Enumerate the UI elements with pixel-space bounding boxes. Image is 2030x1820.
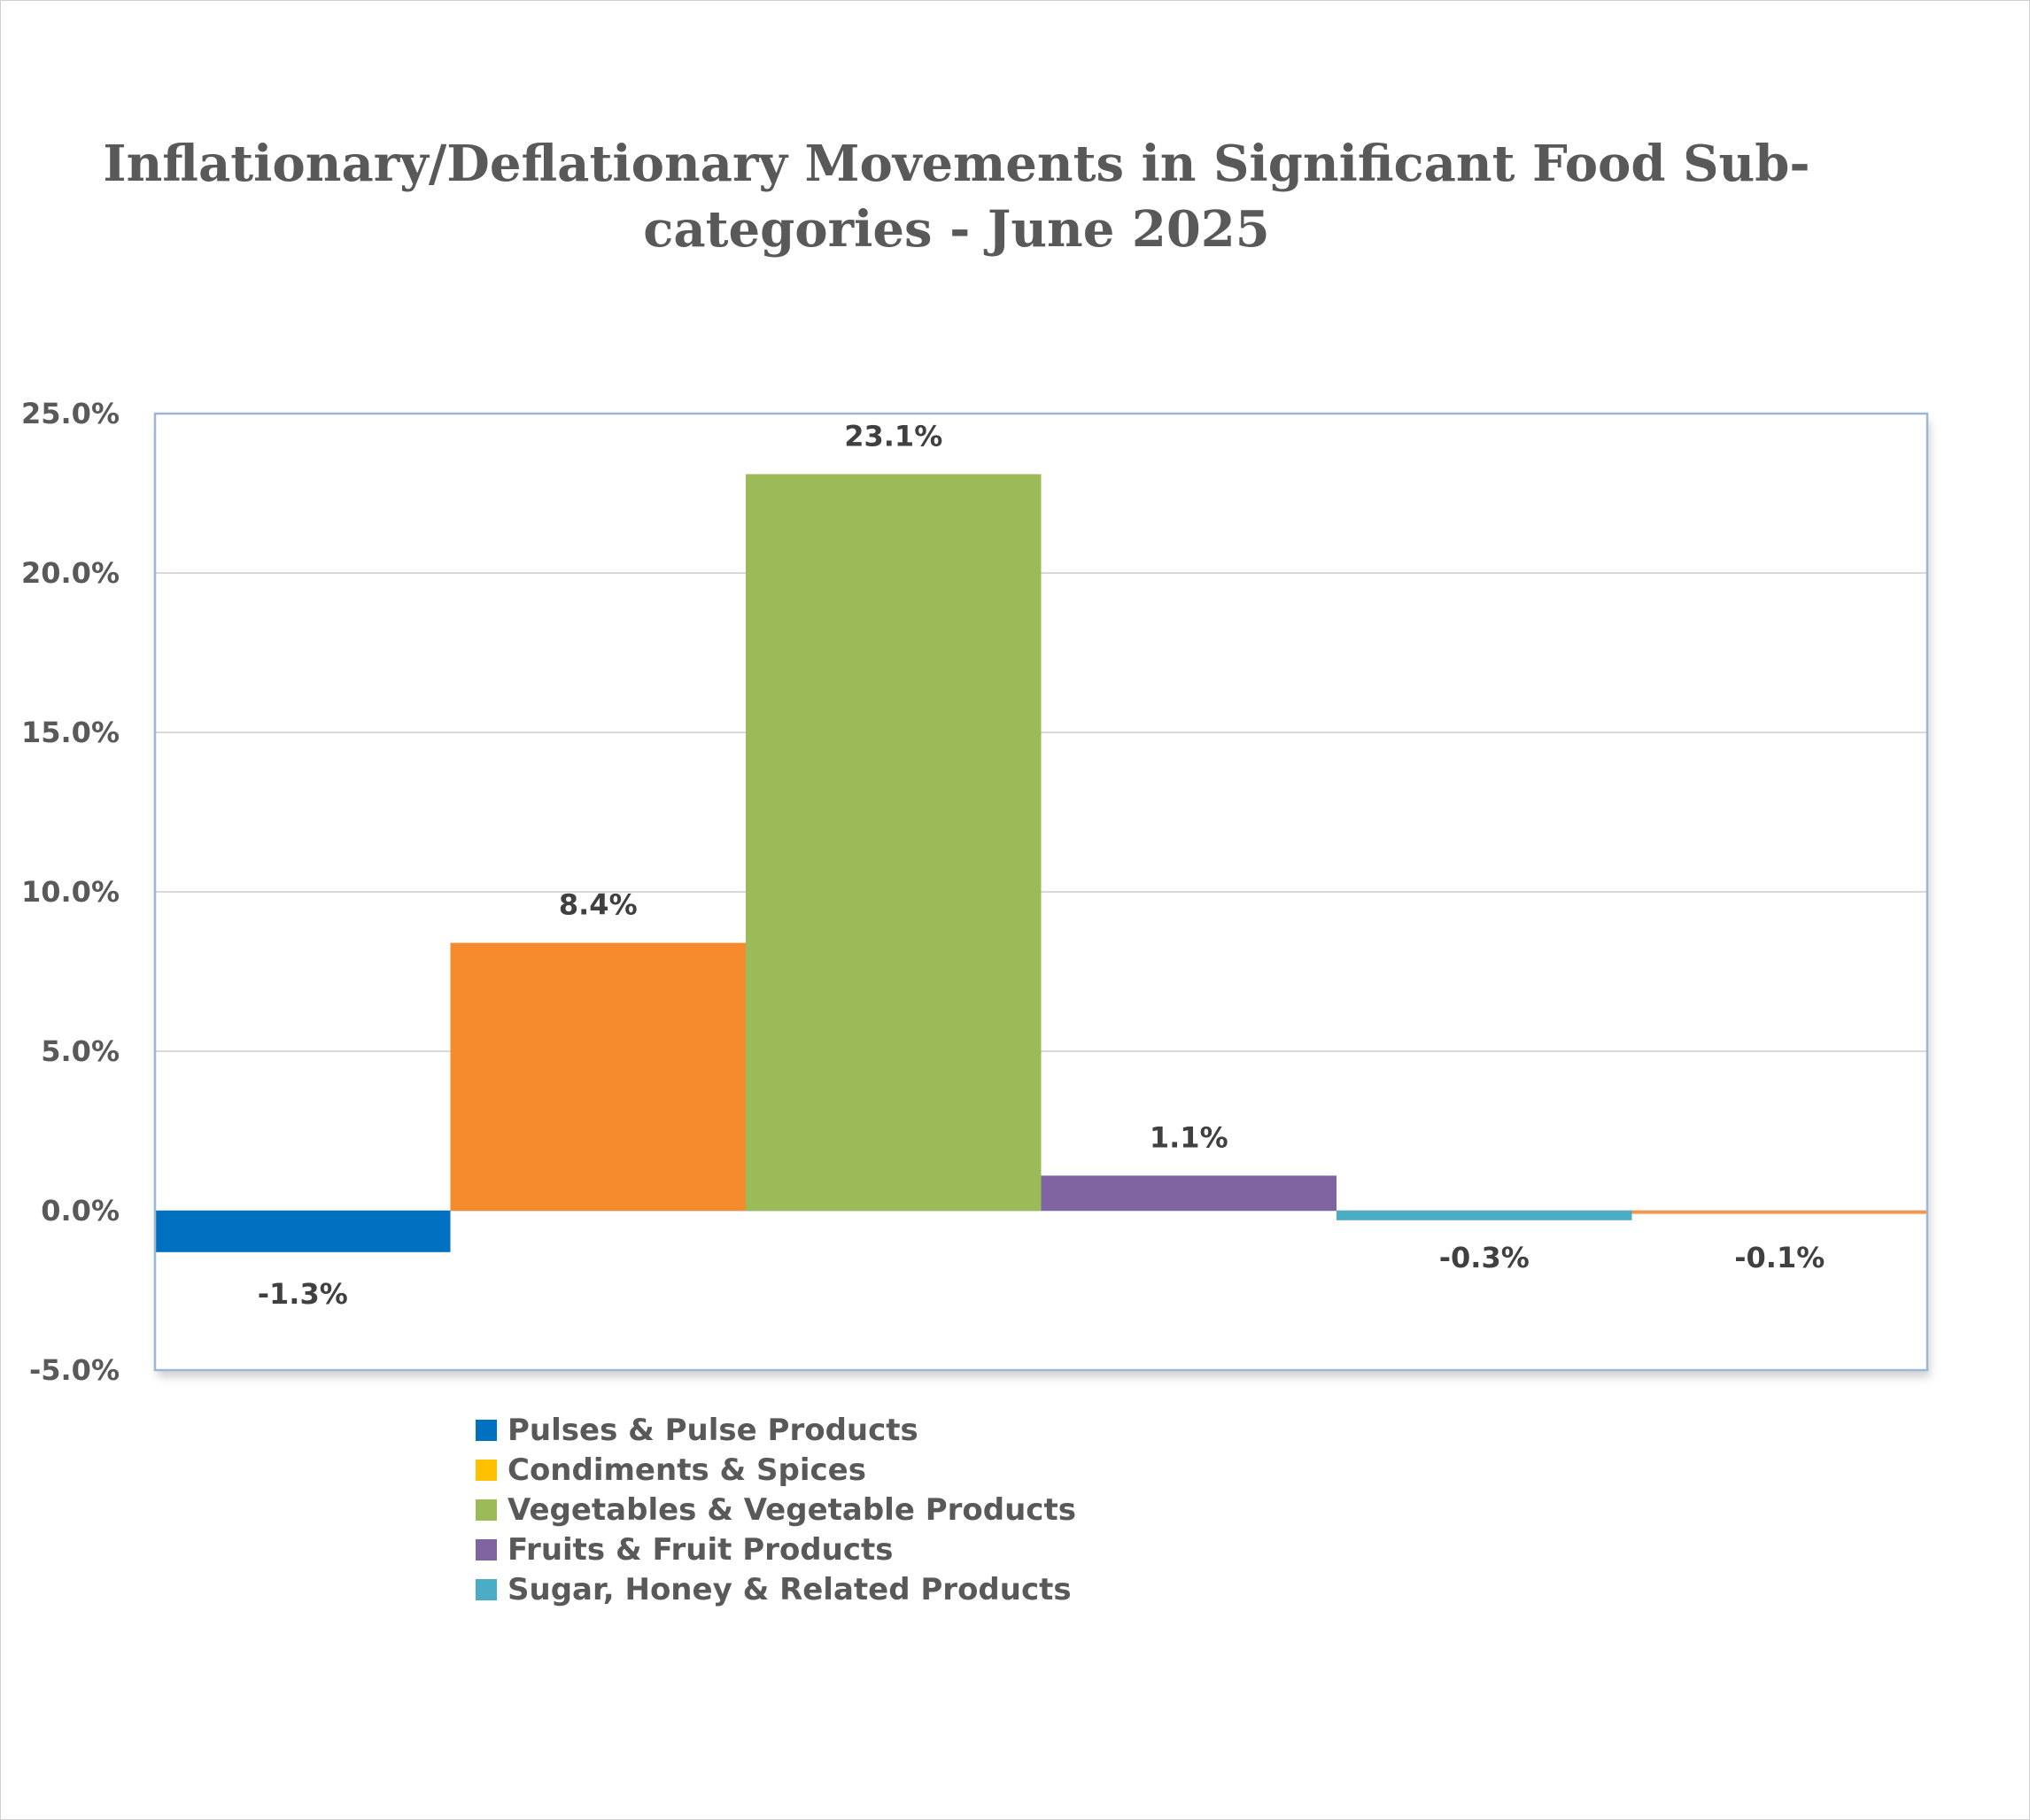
y-tick-label: 25.0%: [21, 397, 120, 430]
bar: [1631, 1211, 1927, 1214]
bar: [155, 1211, 451, 1252]
legend-swatch: [476, 1578, 497, 1600]
legend-item: Fruits & Fruit Products: [476, 1530, 1076, 1569]
legend-label: Vegetables & Vegetable Products: [508, 1491, 1076, 1528]
legend-label: Condiments & Spices: [508, 1452, 866, 1488]
y-tick-label: 20.0%: [21, 556, 120, 590]
legend-item: Condiments & Spices: [476, 1450, 1076, 1490]
legend-item: Pulses & Pulse Products: [476, 1410, 1076, 1450]
legend-label: Pulses & Pulse Products: [508, 1412, 918, 1448]
y-axis: 25.0% 20.0% 15.0% 10.0% 5.0% 0.0% -5.0%: [21, 397, 120, 1387]
y-tick-label: 10.0%: [21, 875, 120, 909]
bar: [1041, 1175, 1337, 1211]
bar-data-label: -1.3%: [258, 1277, 348, 1311]
data-labels: -1.3% 8.4% 23.1% 1.1% -0.3% -0.1%: [258, 419, 1825, 1310]
chart-title-line-2: categories - June 2025: [643, 200, 1270, 259]
y-tick-label: -5.0%: [29, 1353, 120, 1387]
legend-item: Vegetables & Vegetable Products: [476, 1490, 1076, 1530]
chart-title: Inflationary/Deflationary Movements in S…: [0, 131, 1913, 262]
bar-data-label: -0.3%: [1439, 1241, 1530, 1274]
legend-swatch: [476, 1499, 497, 1521]
plot-border: [153, 412, 1929, 1372]
y-tick-label: 15.0%: [21, 716, 120, 749]
bar-data-label: 1.1%: [1150, 1120, 1228, 1154]
chart-title-line-1: Inflationary/Deflationary Movements in S…: [103, 135, 1810, 193]
bar: [746, 474, 1042, 1211]
bar: [450, 942, 746, 1211]
bar: [1337, 1211, 1632, 1220]
legend-swatch: [476, 1459, 497, 1481]
bar-data-label: 23.1%: [844, 419, 942, 453]
y-tick-label: 0.0%: [41, 1194, 120, 1228]
legend-swatch: [476, 1538, 497, 1561]
legend-label: Fruits & Fruit Products: [508, 1531, 894, 1568]
y-tick-label: 5.0%: [41, 1034, 120, 1068]
bars: [155, 474, 1927, 1252]
legend: Pulses & Pulse Products Condiments & Spic…: [476, 1410, 1076, 1609]
legend-item: Sugar, Honey & Related Products: [476, 1569, 1076, 1609]
bar-data-label: -0.1%: [1734, 1241, 1825, 1274]
bar-data-label: 8.4%: [559, 888, 638, 922]
legend-label: Sugar, Honey & Related Products: [508, 1571, 1072, 1607]
legend-swatch: [476, 1419, 497, 1441]
